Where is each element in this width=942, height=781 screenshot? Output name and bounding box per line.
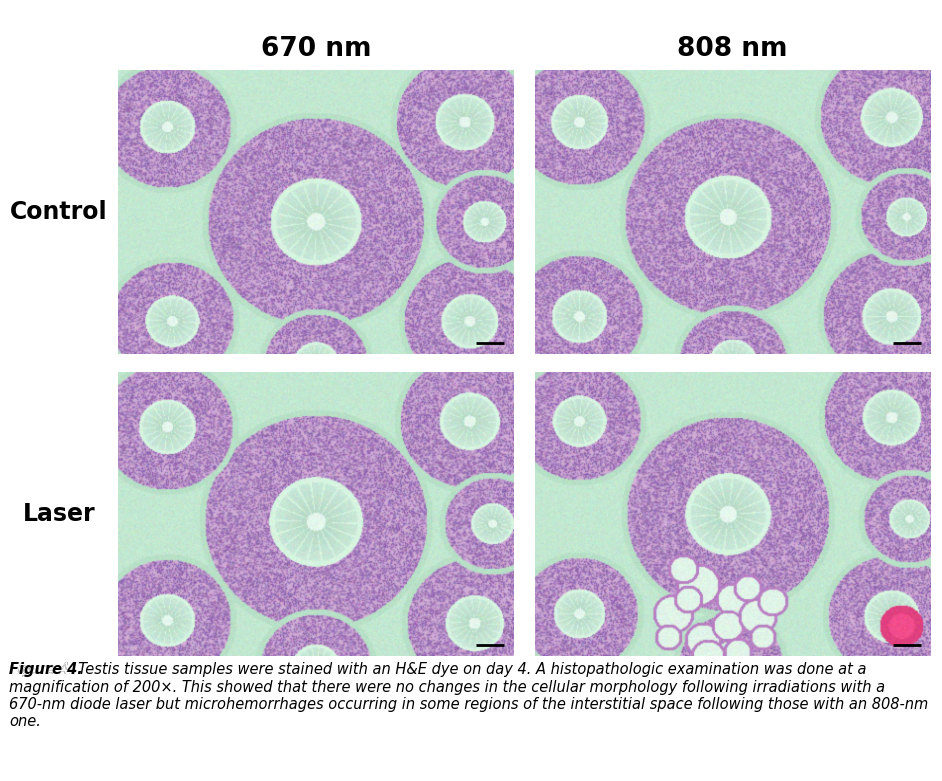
Text: Figure 4.: Figure 4. xyxy=(9,662,73,677)
Text: 808 nm: 808 nm xyxy=(677,36,788,62)
Text: Figure 4. Testis tissue samples were stained with an H&E dye on day 4. A histopa: Figure 4. Testis tissue samples were sta… xyxy=(9,662,929,729)
Text: Control: Control xyxy=(10,201,107,224)
Text: 670 nm: 670 nm xyxy=(261,36,371,62)
Text: Figure 4.: Figure 4. xyxy=(9,662,83,677)
Text: Laser: Laser xyxy=(23,502,95,526)
